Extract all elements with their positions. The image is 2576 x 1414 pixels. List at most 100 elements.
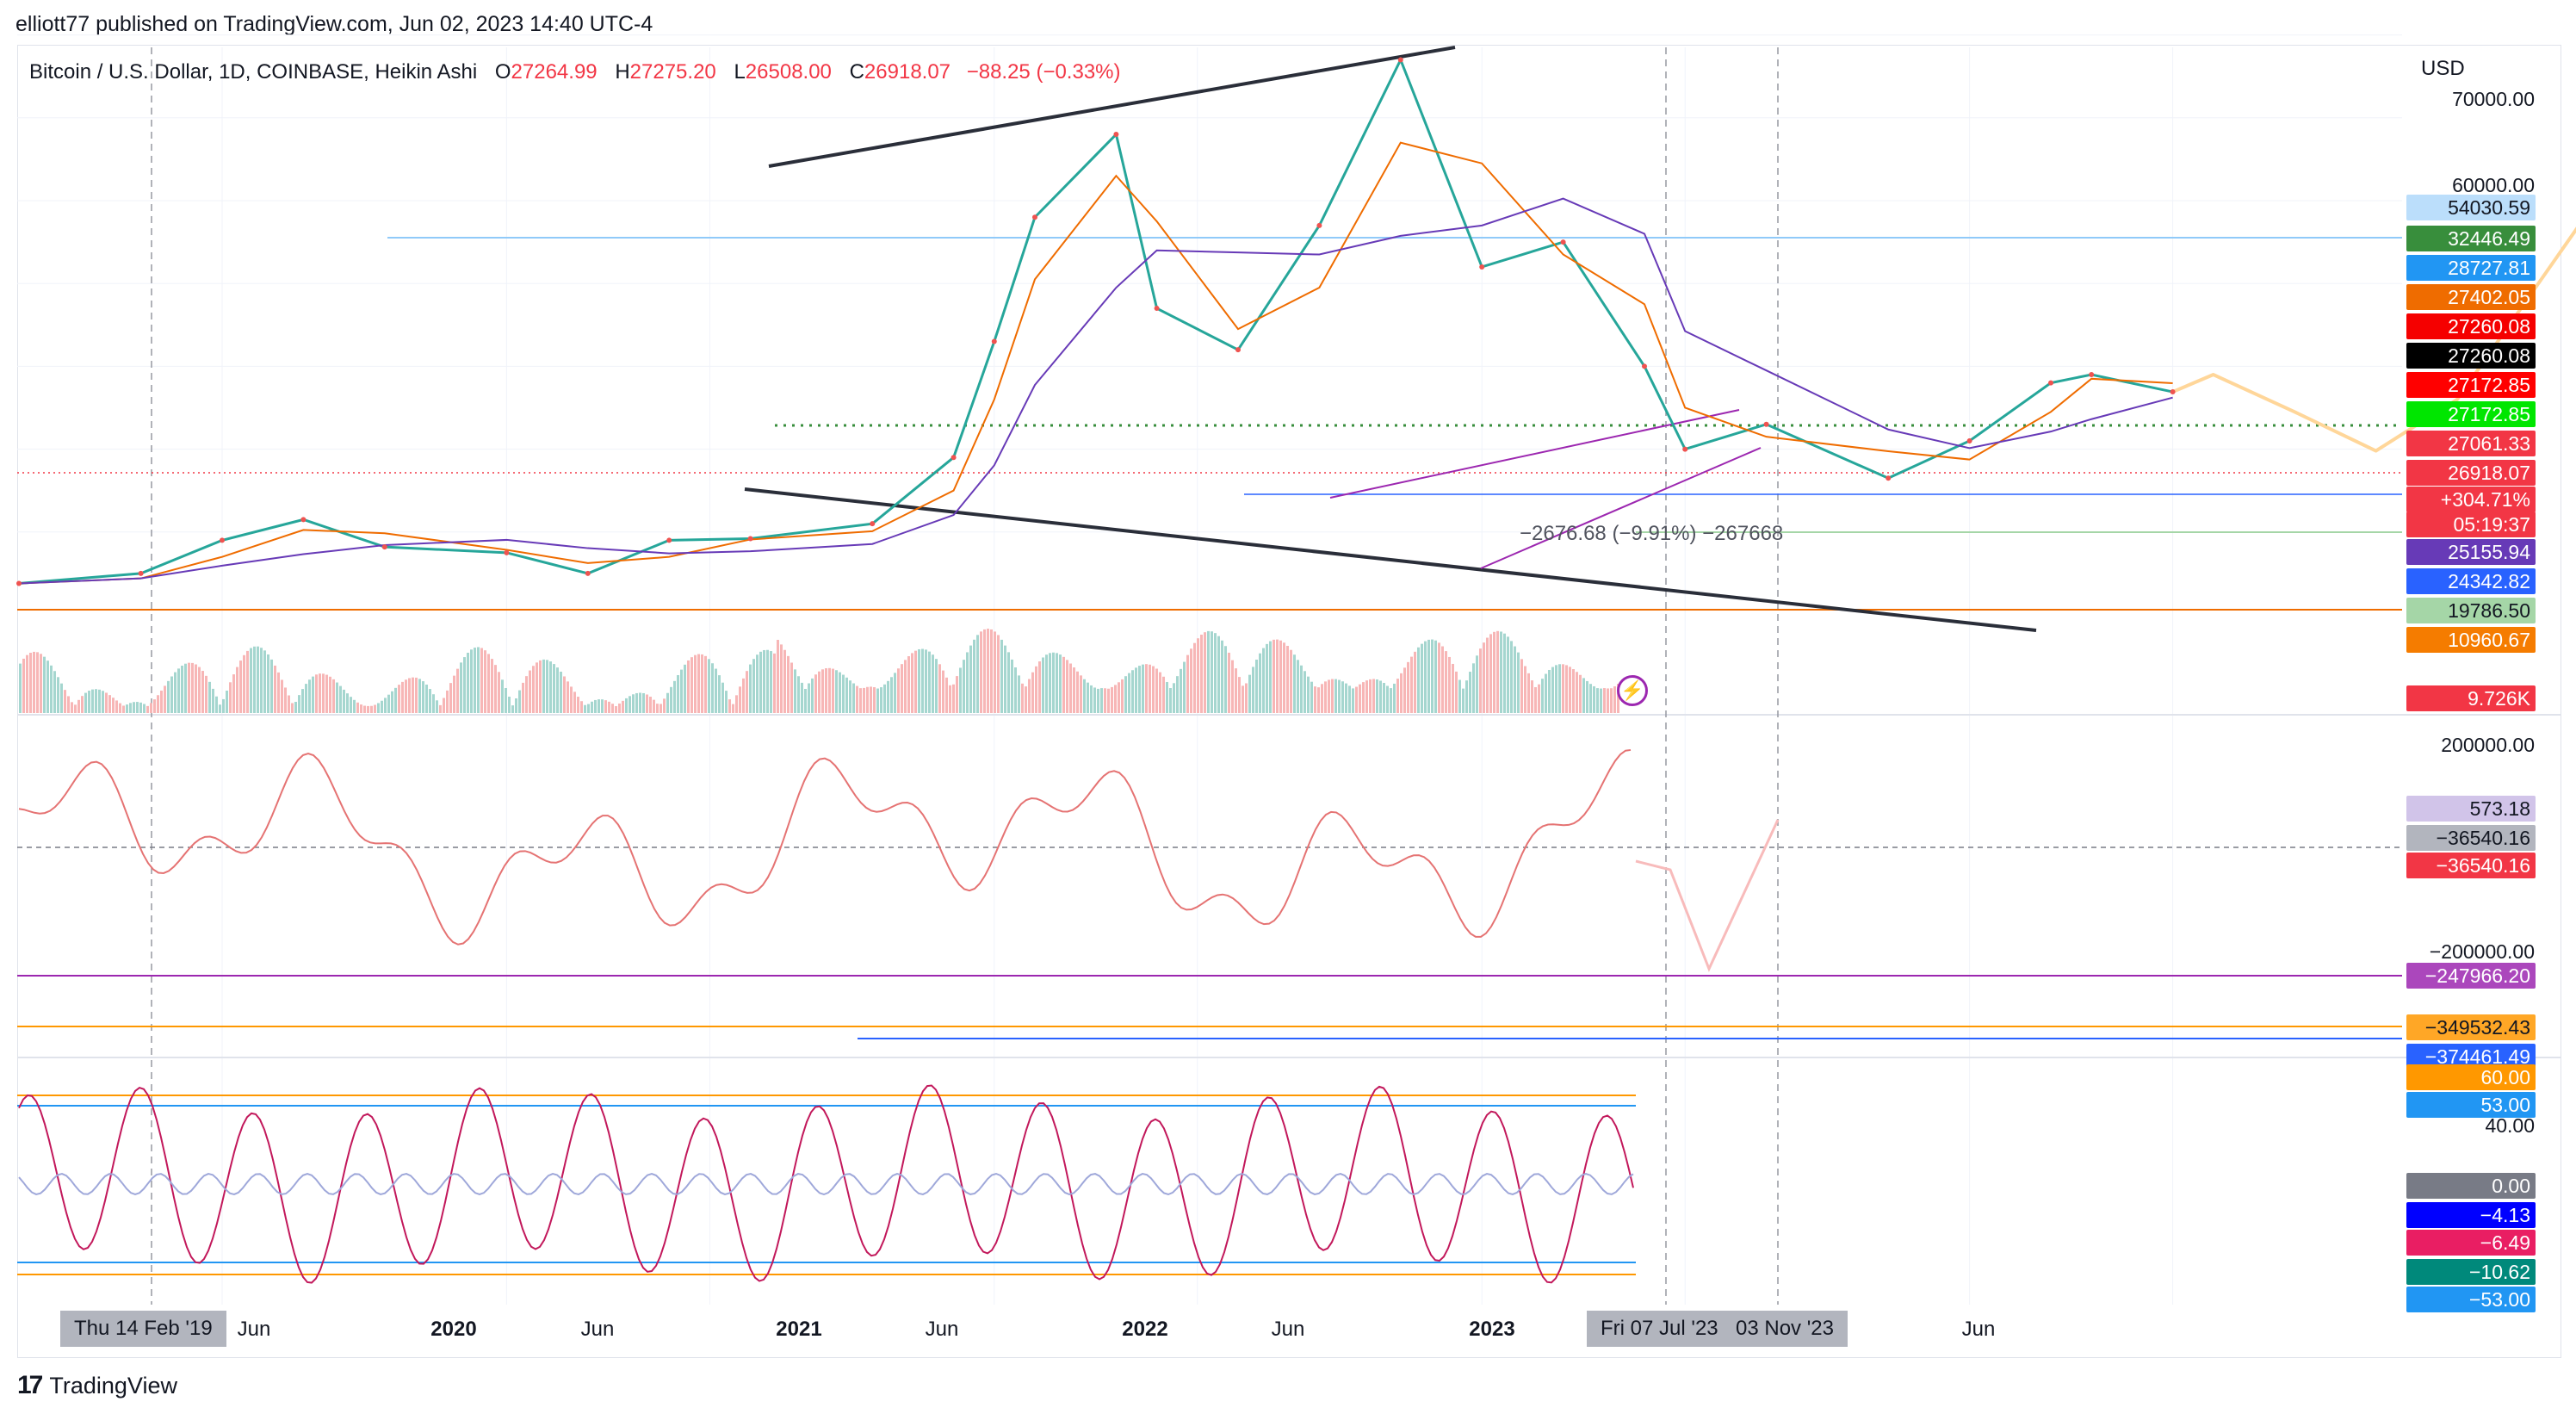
volume-bar (391, 691, 393, 713)
volume-bar (1386, 685, 1389, 713)
volume-bar (470, 649, 473, 713)
volume-bar (429, 689, 431, 713)
volume-bar (64, 690, 66, 713)
volume-bar (412, 677, 414, 713)
volume-bar (852, 683, 855, 713)
time-axis-label: Jun (1961, 1318, 1996, 1341)
volume-bar (825, 667, 827, 713)
volume-bar (498, 672, 500, 713)
volume-bar (1465, 680, 1468, 713)
volume-bar (1469, 672, 1471, 713)
volume-bar (1476, 655, 1478, 713)
volume-bar (325, 674, 328, 713)
stoch-scale-label: 40.00 (2485, 1114, 2535, 1137)
volume-bar (291, 703, 294, 713)
volume-bar (963, 660, 965, 713)
volume-bar (267, 654, 269, 713)
volume-bar (1245, 683, 1248, 713)
volume-bar (801, 682, 803, 713)
tradingview-logo-icon: 17 (17, 1371, 43, 1399)
stoch-tag: −4.13 (2406, 1202, 2536, 1228)
volume-bar (536, 662, 538, 713)
volume-bar (1345, 683, 1347, 713)
publisher-line: elliott77 published on TradingView.com, … (15, 12, 653, 36)
volume-bar (832, 668, 834, 713)
close-value: 26918.07 (864, 60, 951, 84)
volume-bar (408, 678, 411, 713)
volume-bar (88, 691, 90, 713)
volume-bar (1445, 651, 1447, 713)
volume-bar (439, 704, 442, 713)
volume-bar (1183, 661, 1186, 713)
volume-bar (1190, 648, 1192, 713)
price-tag: 24342.82 (2406, 568, 2536, 594)
volume-bar (783, 649, 786, 713)
volume-bar (19, 663, 22, 713)
currency-label[interactable]: USD (2421, 57, 2465, 80)
volume-bar (1576, 672, 1578, 713)
volume-bar (1290, 649, 1292, 713)
volume-bar (1217, 636, 1220, 713)
volume-bar (870, 686, 872, 713)
volume-bar (639, 692, 641, 713)
volume-bar (1548, 669, 1551, 713)
price-tag: 27061.33 (2406, 431, 2536, 456)
volume-bar (925, 649, 927, 713)
volume-bar (1403, 667, 1406, 713)
volume-bar (1534, 686, 1537, 713)
volume-bar (890, 677, 893, 713)
volume-bar (1118, 682, 1120, 713)
volume-bar (883, 684, 886, 713)
symbol-name: Bitcoin / U.S. Dollar, 1D, COINBASE, Hei… (29, 60, 478, 84)
high-label: H (615, 60, 630, 84)
volume-bar (725, 691, 728, 713)
volume-bar (1486, 637, 1489, 713)
volume-bar (1438, 642, 1440, 713)
stoch-line (18, 1084, 1634, 1284)
volume-bar (1131, 670, 1134, 713)
volume-bar (711, 663, 714, 713)
volume-bar (177, 668, 180, 713)
volume-bar (1359, 684, 1361, 713)
price-tag: 54030.59 (2406, 195, 2536, 220)
volume-bar (257, 646, 259, 713)
chart-frame (17, 45, 2561, 1358)
volume-bar (659, 704, 662, 713)
volume-bar (756, 654, 759, 713)
volume-bar (284, 687, 287, 713)
volume-bar (787, 655, 790, 713)
volume-bar (973, 639, 975, 713)
volume-bar (40, 654, 42, 713)
volume-bar (322, 673, 325, 713)
volume-bar (990, 629, 993, 713)
volume-bar (449, 683, 452, 713)
osc-tag: −247966.20 (2406, 963, 2536, 989)
volume-bar (129, 703, 132, 713)
volume-bar (436, 700, 438, 713)
volume-bar (935, 659, 938, 713)
volume-bar (1176, 676, 1179, 713)
volume-bar (36, 652, 39, 713)
volume-bar (573, 691, 576, 713)
volume-bar (1087, 682, 1089, 713)
volume-bar (1355, 686, 1358, 713)
volume-bar (556, 667, 559, 713)
volume-bar (594, 699, 597, 713)
volume-bar (1235, 668, 1237, 713)
volume-bar (277, 672, 280, 713)
volume-bar (673, 680, 676, 713)
volume-bar (1293, 654, 1296, 713)
volume-bar (1527, 673, 1530, 713)
volume-bar (374, 704, 376, 713)
volume-bar (918, 648, 920, 713)
volume-bar (1286, 645, 1289, 713)
symbol-legend[interactable]: Bitcoin / U.S. Dollar, 1D, COINBASE, Hei… (29, 60, 1121, 84)
volume-bar (215, 696, 218, 713)
volume-bar (1138, 666, 1141, 713)
tradingview-brand[interactable]: 17 TradingView (17, 1371, 177, 1400)
volume-bar (239, 660, 242, 713)
volume-bars (19, 629, 1619, 713)
lightning-icon[interactable]: ⚡ (1617, 675, 1648, 706)
volume-bar (677, 674, 679, 713)
